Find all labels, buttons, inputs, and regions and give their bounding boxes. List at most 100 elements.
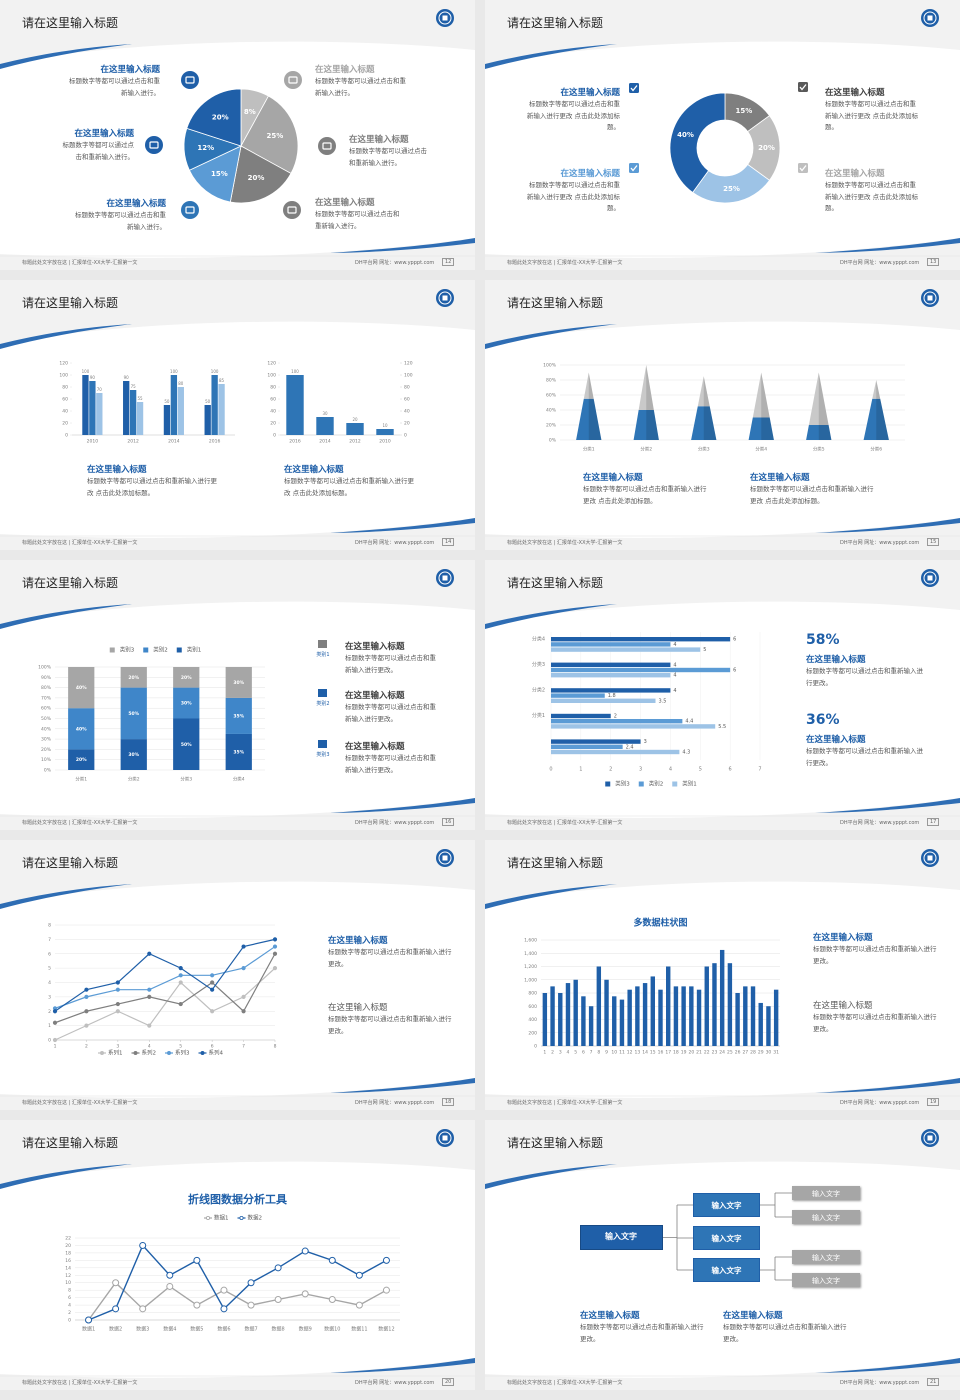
slide-title: 请在这里输入标题 — [507, 856, 604, 870]
point — [178, 973, 183, 978]
segment-label: 30% — [233, 680, 244, 686]
x-tick-label: 2012 — [349, 439, 361, 445]
chart: 8% 25% 20% 15% 12% 20% — [183, 88, 299, 204]
x-tick-label: 7 — [758, 767, 761, 773]
segment-label: 40% — [76, 726, 87, 732]
point — [193, 1256, 201, 1264]
cone-upper — [697, 376, 710, 407]
series-line — [88, 1244, 387, 1321]
bar — [719, 949, 725, 1046]
data-label: 2.4 — [626, 744, 634, 750]
pie-slice — [669, 92, 726, 194]
bar — [650, 976, 655, 1046]
block-title: 在这里输入标题 — [825, 169, 885, 179]
y-tick-label: 80% — [546, 378, 557, 384]
y-tick-label: 12 — [65, 1273, 71, 1279]
bar — [551, 744, 623, 749]
block-title: 在这里输入标题 — [806, 735, 866, 745]
bottom-band — [485, 1358, 960, 1390]
x-tick-label: 数据6 — [217, 1326, 230, 1333]
slice-label: 15% — [735, 107, 752, 115]
bar — [551, 719, 683, 724]
slide-canvas: 0204060801001202010100907020129075552014… — [0, 280, 475, 550]
x-tick-label: 24 — [719, 1050, 725, 1056]
y-tick-label: 20% — [546, 423, 557, 429]
point — [328, 1296, 336, 1303]
block-title: 在这里输入标题 — [74, 129, 134, 139]
slide: 0% 20% 40% 60% 80% 100% 分类1 分类2 分类3 分类4 分类5 分类6 请在这里… — [485, 280, 960, 550]
legend-swatch — [605, 781, 611, 787]
y-tick-label: 分类4 — [532, 635, 545, 642]
y-tick-label: 1,400 — [524, 951, 537, 957]
x-tick-label: 2010 — [379, 439, 391, 445]
point — [301, 1290, 309, 1298]
y-tick-label: 80 — [270, 385, 276, 391]
x-tick-label: 7 — [242, 1044, 245, 1050]
y-tick-label: 60 — [62, 397, 68, 403]
bar — [642, 983, 648, 1046]
chart: 0% 20% 40% 60% 80% 100% 分类1 分类2 分类3 分类4 分类5 分类6 — [543, 363, 905, 453]
bar-segment — [68, 667, 95, 709]
point — [247, 1279, 255, 1287]
footer-site: DH平台网 网址：www.ypppt.com — [840, 260, 920, 266]
bar — [696, 989, 702, 1046]
y-tick-label: 100 — [267, 373, 276, 379]
y-tick-label: 6 — [68, 1295, 71, 1301]
point — [178, 966, 183, 971]
slide-canvas: 0 1 2 3 4 5 6 7 3 2.4 4.3 分类1 2 4.4 5.5 分类2 4 1.8 3.5 分类3 4 6… — [485, 560, 960, 830]
x-tick-label: 分类1 — [583, 446, 595, 453]
icon-glyph — [185, 206, 195, 214]
chart: 15% 20% 25% 40% — [669, 92, 781, 204]
slice-label: 20% — [758, 144, 775, 152]
point — [241, 966, 246, 971]
series-line — [87, 1281, 387, 1321]
y-tick-label: 40 — [62, 409, 68, 415]
stat: 58% — [806, 632, 840, 648]
y-tick-label: 20 — [270, 421, 276, 427]
logo-mark — [927, 575, 933, 581]
x-tick-label: 数据10 — [324, 1326, 340, 1333]
x-tick-label: 分类1 — [75, 776, 87, 783]
logo-ring — [438, 851, 452, 865]
x-tick-label: 1 — [579, 767, 582, 773]
checkmark — [799, 84, 807, 91]
bar — [96, 393, 103, 435]
bar — [551, 749, 680, 755]
bar-segment — [225, 667, 252, 698]
x-tick-label: 29 — [758, 1050, 764, 1056]
bar — [170, 375, 178, 435]
bar — [635, 986, 640, 1046]
x-tick-label: 数据4 — [163, 1326, 176, 1333]
icon — [181, 201, 199, 219]
x-tick-label: 分类6 — [870, 446, 882, 453]
y-tick-label: 200 — [528, 1030, 537, 1036]
data-label: 100 — [291, 369, 299, 374]
pie-slice — [229, 145, 292, 204]
y-tick-label: 90% — [41, 675, 52, 681]
slide-title: 请在这里输入标题 — [22, 856, 119, 870]
y-tick-label: 40% — [546, 408, 557, 414]
data-label: 4 — [673, 662, 676, 668]
x-tick-label: 4 — [148, 1044, 151, 1050]
x-tick-label: 数据2 — [109, 1326, 122, 1333]
y-tick-label: 50% — [41, 716, 52, 722]
point — [241, 1009, 246, 1014]
bar — [346, 423, 364, 435]
logo-ring — [923, 11, 937, 25]
bar-segment — [68, 749, 95, 770]
series-line — [54, 967, 276, 1041]
bar — [565, 983, 571, 1046]
y-tick-label: 20 — [65, 1243, 71, 1249]
slide-title: 请在这里输入标题 — [22, 16, 119, 30]
legend-swatch — [176, 647, 182, 653]
bar — [743, 986, 748, 1046]
x-tick-label: 2016 — [289, 439, 301, 445]
legend-label: 系列4 — [209, 1049, 224, 1057]
icon-glyph — [287, 206, 297, 214]
point — [166, 1271, 174, 1279]
legend-swatch — [638, 781, 644, 787]
x-tick-label: 分类4 — [233, 776, 245, 783]
data-label: 6 — [733, 637, 736, 643]
data-label: 50 — [164, 399, 170, 404]
